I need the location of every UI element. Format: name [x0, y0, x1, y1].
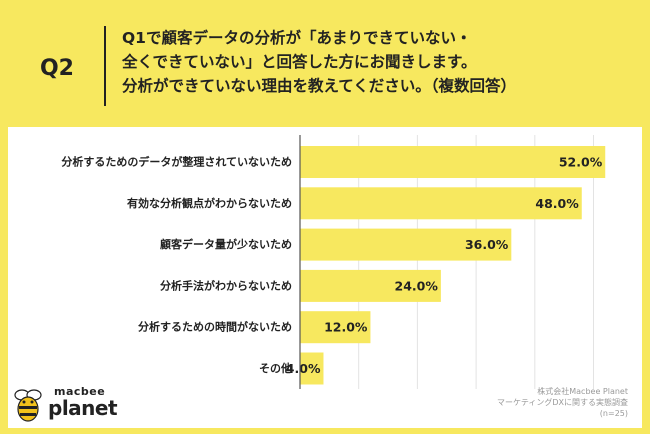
source-sample-size: (n=25) [599, 409, 628, 418]
question-number: Q2 [39, 56, 74, 81]
bar [300, 352, 324, 385]
bar [300, 146, 606, 178]
bee-icon [14, 389, 42, 422]
value-label: 48.0% [535, 196, 579, 211]
source-survey: マーケティングDXに関する実態調査 [497, 398, 628, 407]
brand-logo: macbee planet [8, 384, 118, 426]
category-label: 分析するためのデータが整理されていないため [61, 155, 292, 169]
value-label: 12.0% [324, 320, 368, 335]
category-label: 顧客データ量が少ないため [160, 237, 292, 251]
logo-text-planet: planet [48, 396, 118, 420]
chart-panel: 分析するためのデータが整理されていないため 52.0% 有効な分析観点がわからないた… [8, 127, 642, 428]
question-line-1: Q1で顧客データの分析が「あまりできていない・ [122, 29, 472, 47]
value-label: 4.0% [286, 361, 321, 376]
bar [300, 311, 371, 344]
question-line-2: 全くできていない」と回答した方にお聞きします。 [122, 53, 477, 71]
source-company: 株式会社Macbee Planet [537, 387, 628, 396]
header-divider [104, 26, 106, 106]
value-label: 24.0% [395, 278, 439, 293]
category-label: 分析手法がわからないため [160, 278, 292, 292]
bar [300, 228, 512, 261]
source-note: 株式会社Macbee Planet マーケティングDXに関する実態調査 (n=2… [497, 386, 628, 419]
bar-chart: 分析するためのデータが整理されていないため 52.0% 有効な分析観点がわからないた… [61, 135, 606, 389]
value-label: 52.0% [559, 155, 603, 170]
category-label: 有効な分析観点がわからないため [127, 196, 292, 210]
question-text: Q1で顧客データの分析が「あまりできていない・ 全くできていない」と回答した方に… [122, 26, 642, 98]
bar [300, 187, 582, 220]
logo-text-macbee: macbee [54, 385, 106, 398]
value-label: 36.0% [465, 237, 509, 252]
bar [300, 269, 441, 302]
question-line-3: 分析ができていない理由を教えてください。（複数回答） [122, 77, 517, 95]
category-label: その他 [259, 361, 292, 375]
category-label: 分析するための時間がないため [138, 320, 292, 334]
